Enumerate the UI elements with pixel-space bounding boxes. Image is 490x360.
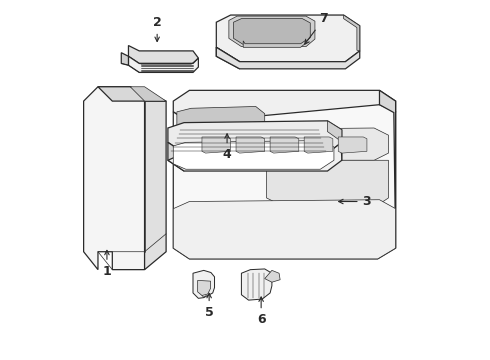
Polygon shape — [304, 137, 333, 153]
Polygon shape — [242, 269, 272, 300]
Polygon shape — [197, 280, 211, 296]
Polygon shape — [343, 15, 360, 51]
Polygon shape — [202, 137, 231, 153]
Polygon shape — [267, 160, 389, 205]
Polygon shape — [216, 47, 240, 69]
Polygon shape — [193, 270, 215, 298]
Polygon shape — [379, 90, 395, 248]
Polygon shape — [173, 200, 395, 259]
Text: 5: 5 — [205, 293, 214, 319]
Polygon shape — [236, 137, 265, 153]
Polygon shape — [173, 105, 395, 259]
Polygon shape — [177, 107, 265, 139]
Polygon shape — [338, 137, 367, 153]
Text: 6: 6 — [257, 297, 266, 327]
Polygon shape — [145, 101, 166, 270]
Polygon shape — [98, 87, 166, 101]
Polygon shape — [265, 270, 280, 282]
Polygon shape — [216, 15, 360, 62]
Polygon shape — [84, 87, 145, 270]
Text: 4: 4 — [222, 134, 231, 161]
Polygon shape — [128, 45, 198, 63]
Polygon shape — [130, 87, 166, 101]
Polygon shape — [327, 121, 342, 160]
Polygon shape — [168, 142, 342, 171]
Polygon shape — [243, 40, 306, 47]
Polygon shape — [168, 121, 342, 153]
Polygon shape — [122, 53, 128, 65]
Polygon shape — [168, 142, 184, 171]
Polygon shape — [229, 16, 315, 46]
Polygon shape — [173, 90, 395, 123]
Polygon shape — [216, 47, 360, 69]
Polygon shape — [128, 56, 198, 72]
Polygon shape — [182, 128, 389, 160]
Polygon shape — [173, 140, 334, 169]
Text: 2: 2 — [153, 16, 162, 41]
Polygon shape — [234, 19, 310, 44]
Text: 3: 3 — [339, 195, 371, 208]
Text: 7: 7 — [305, 12, 328, 44]
Text: 1: 1 — [102, 250, 111, 278]
Polygon shape — [270, 137, 299, 153]
